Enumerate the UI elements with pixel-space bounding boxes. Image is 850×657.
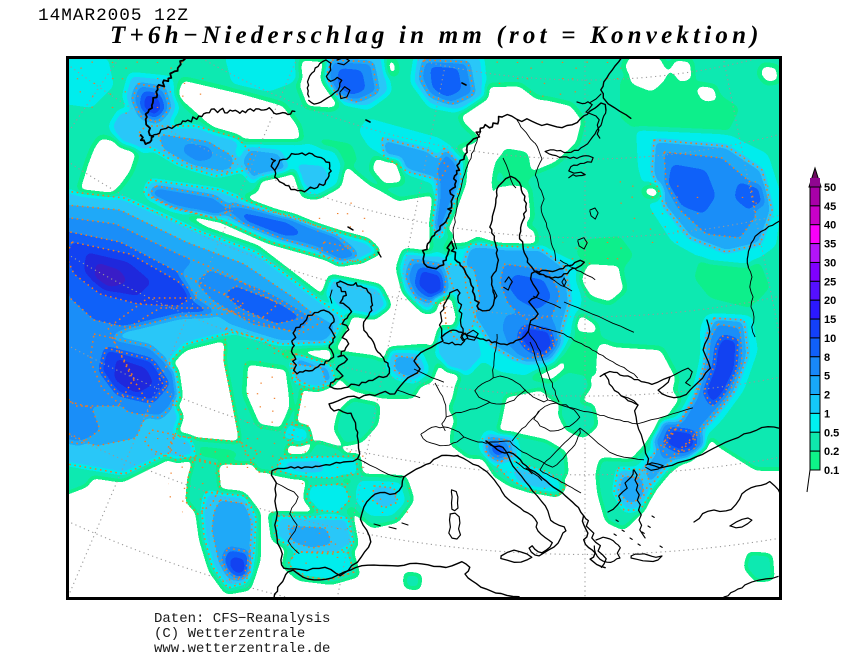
- svg-text:20: 20: [824, 295, 836, 307]
- svg-text:40: 40: [824, 220, 836, 232]
- svg-text:(C) Wetterzentrale: (C) Wetterzentrale: [154, 626, 305, 642]
- svg-text:www.wetterzentrale.de: www.wetterzentrale.de: [154, 641, 330, 657]
- svg-text:2: 2: [824, 390, 830, 402]
- svg-text:25: 25: [824, 276, 836, 288]
- svg-text:14MAR2005 12Z: 14MAR2005 12Z: [38, 6, 189, 26]
- svg-text:15: 15: [824, 314, 836, 326]
- svg-text:0.5: 0.5: [824, 427, 839, 439]
- svg-text:45: 45: [824, 201, 836, 213]
- svg-text:T+6h−Niederschlag in mm (rot =: T+6h−Niederschlag in mm (rot = Konvektio…: [110, 22, 763, 49]
- svg-text:Daten: CFS−Reanalysis: Daten: CFS−Reanalysis: [154, 611, 330, 627]
- svg-text:10: 10: [824, 333, 836, 345]
- svg-text:50: 50: [824, 182, 836, 194]
- svg-text:0.2: 0.2: [824, 446, 839, 458]
- svg-text:35: 35: [824, 239, 836, 251]
- svg-text:5: 5: [824, 371, 830, 383]
- svg-text:30: 30: [824, 258, 836, 270]
- svg-text:8: 8: [824, 352, 830, 364]
- svg-text:0.1: 0.1: [824, 465, 839, 477]
- svg-text:1: 1: [824, 408, 830, 420]
